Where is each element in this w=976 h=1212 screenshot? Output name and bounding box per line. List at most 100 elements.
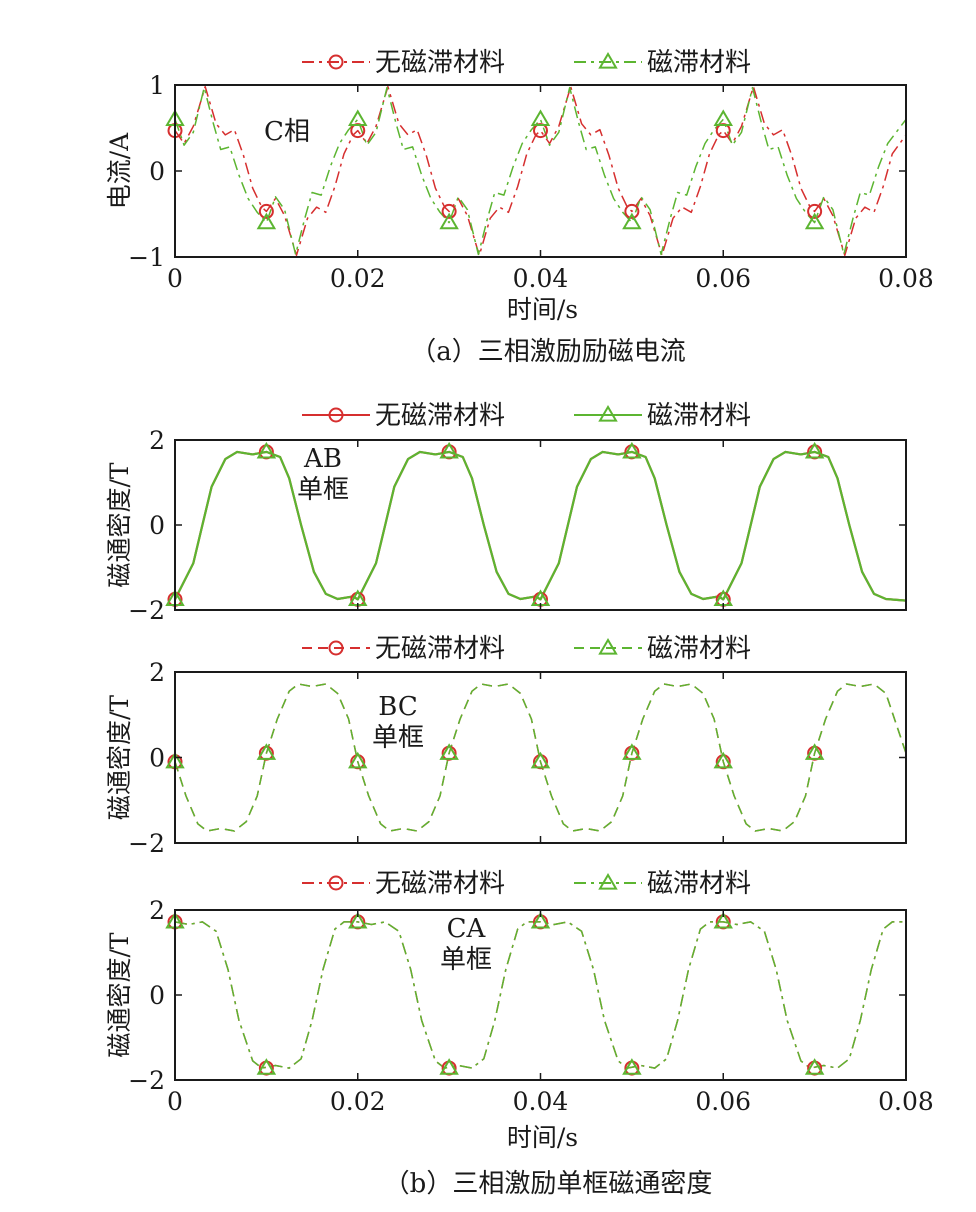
data-marker-2 — [439, 212, 459, 230]
legend-marker-circle — [328, 875, 344, 891]
legend-marker-circle — [328, 54, 344, 70]
y-tick-label: 0 — [149, 157, 165, 186]
annotation-line: AB — [303, 444, 342, 474]
data-marker-2 — [439, 743, 459, 760]
y-tick-label: −2 — [128, 1066, 165, 1095]
data-marker-2 — [348, 751, 368, 769]
data-marker-2 — [622, 1058, 642, 1075]
legend-marker-triangle — [598, 405, 618, 422]
legend-label: 无磁滞材料 — [375, 48, 505, 78]
x-tick-label: 0.06 — [695, 264, 751, 293]
series-line-2 — [174, 450, 907, 602]
legend: 无磁滞材料 磁滞材料 — [302, 401, 751, 431]
x-tick-label: 0.08 — [878, 264, 934, 293]
annotation-line: 单框 — [372, 723, 424, 753]
x-tick-label: 0.04 — [513, 264, 569, 293]
legend: 无磁滞材料 磁滞材料 — [302, 48, 751, 78]
y-axis-label: 电流/A — [105, 132, 134, 209]
legend: 无磁滞材料 磁滞材料 — [302, 634, 751, 664]
annotation-line: BC — [378, 692, 417, 722]
data-marker-2 — [439, 1058, 459, 1075]
legend-marker-triangle — [598, 873, 618, 890]
caption-b: （b）三相激励单框磁通密度 — [384, 1169, 713, 1199]
data-marker-2 — [530, 911, 551, 929]
x-tick-label: 0 — [167, 1087, 183, 1116]
y-tick-label: 2 — [149, 426, 165, 455]
y-tick-label: −1 — [128, 243, 165, 272]
y-tick-label: 0 — [149, 744, 165, 773]
data-marker-2 — [530, 109, 551, 126]
series-line-1 — [174, 450, 907, 602]
y-axis-label: 磁通密度/T — [105, 695, 134, 820]
panel-annotation: BC 单框 — [372, 692, 424, 753]
data-marker-2 — [622, 441, 642, 459]
y-axis-label: 磁通密度/T — [105, 932, 134, 1057]
legend-label: 无磁滞材料 — [375, 634, 505, 664]
data-marker-2 — [804, 1058, 825, 1075]
data-marker-1 — [807, 203, 823, 219]
data-marker-2 — [348, 109, 368, 126]
data-marker-2 — [804, 743, 825, 760]
panel-flux-ab: 无磁滞材料 磁滞材料 −2 0 2 磁通密度/T AB 单框 — [105, 401, 907, 625]
annotation-line: 单框 — [297, 475, 349, 505]
panel-annotation: CA 单框 — [440, 914, 492, 975]
data-marker-1 — [715, 123, 731, 139]
data-marker-2 — [439, 441, 459, 459]
data-marker-2 — [348, 911, 368, 929]
axes-frame — [174, 909, 907, 1081]
legend-label: 无磁滞材料 — [375, 401, 505, 431]
x-tick-label: 0.08 — [878, 1087, 934, 1116]
annotation-line: CA — [447, 914, 487, 944]
data-marker-2 — [256, 743, 277, 760]
data-marker-1 — [624, 203, 640, 219]
data-marker-2 — [804, 441, 825, 459]
data-marker-2 — [713, 911, 733, 929]
series-line-2 — [174, 921, 906, 1069]
panel-flux-bc: 无磁滞材料 磁滞材料 −2 0 2 磁通密度/T BC 单框 — [105, 634, 907, 858]
y-tick-label: −2 — [128, 596, 165, 625]
legend: 无磁滞材料 磁滞材料 — [302, 869, 751, 899]
legend-label: 磁滞材料 — [647, 48, 751, 78]
data-marker-2 — [713, 109, 733, 126]
legend-marker-circle — [328, 407, 344, 423]
axes-frame — [174, 671, 907, 844]
legend-marker-circle — [328, 640, 344, 656]
legend-marker-triangle — [598, 52, 618, 69]
legend-marker-triangle — [598, 638, 618, 655]
y-axis-label: 磁通密度/T — [105, 462, 134, 587]
data-marker-2 — [256, 441, 277, 459]
panel-annotation: C相 — [264, 117, 310, 147]
legend-label: 磁滞材料 — [647, 401, 751, 431]
data-marker-2 — [622, 743, 642, 760]
data-marker-2 — [713, 751, 733, 769]
y-tick-label: 1 — [149, 71, 165, 100]
legend-label: 无磁滞材料 — [375, 869, 505, 899]
y-tick-label: 0 — [149, 511, 165, 540]
panel-annotation: AB 单框 — [297, 444, 349, 505]
series-line-1 — [174, 85, 907, 257]
x-tick-label: 0.06 — [695, 1087, 751, 1116]
y-tick-label: 0 — [149, 981, 165, 1010]
y-tick-label: 2 — [149, 658, 165, 687]
data-marker-2 — [804, 212, 825, 230]
legend-label: 磁滞材料 — [647, 634, 751, 664]
series-line-2 — [174, 683, 907, 832]
caption-a: （a）三相激励励磁电流 — [410, 337, 686, 367]
annotation-line: C相 — [264, 117, 310, 147]
data-marker-2 — [256, 212, 277, 230]
x-axis-label: 时间/s — [507, 295, 578, 324]
data-marker-1 — [258, 203, 274, 219]
data-marker-2 — [622, 212, 642, 230]
data-marker-2 — [256, 1058, 277, 1075]
data-marker-2 — [530, 751, 551, 769]
x-tick-label: 0.02 — [330, 264, 386, 293]
annotation-line: 单框 — [440, 945, 492, 975]
x-tick-label: 0.04 — [513, 1087, 569, 1116]
y-tick-label: 2 — [149, 896, 165, 925]
x-tick-label: 0 — [167, 264, 183, 293]
series-line-1 — [174, 683, 907, 832]
